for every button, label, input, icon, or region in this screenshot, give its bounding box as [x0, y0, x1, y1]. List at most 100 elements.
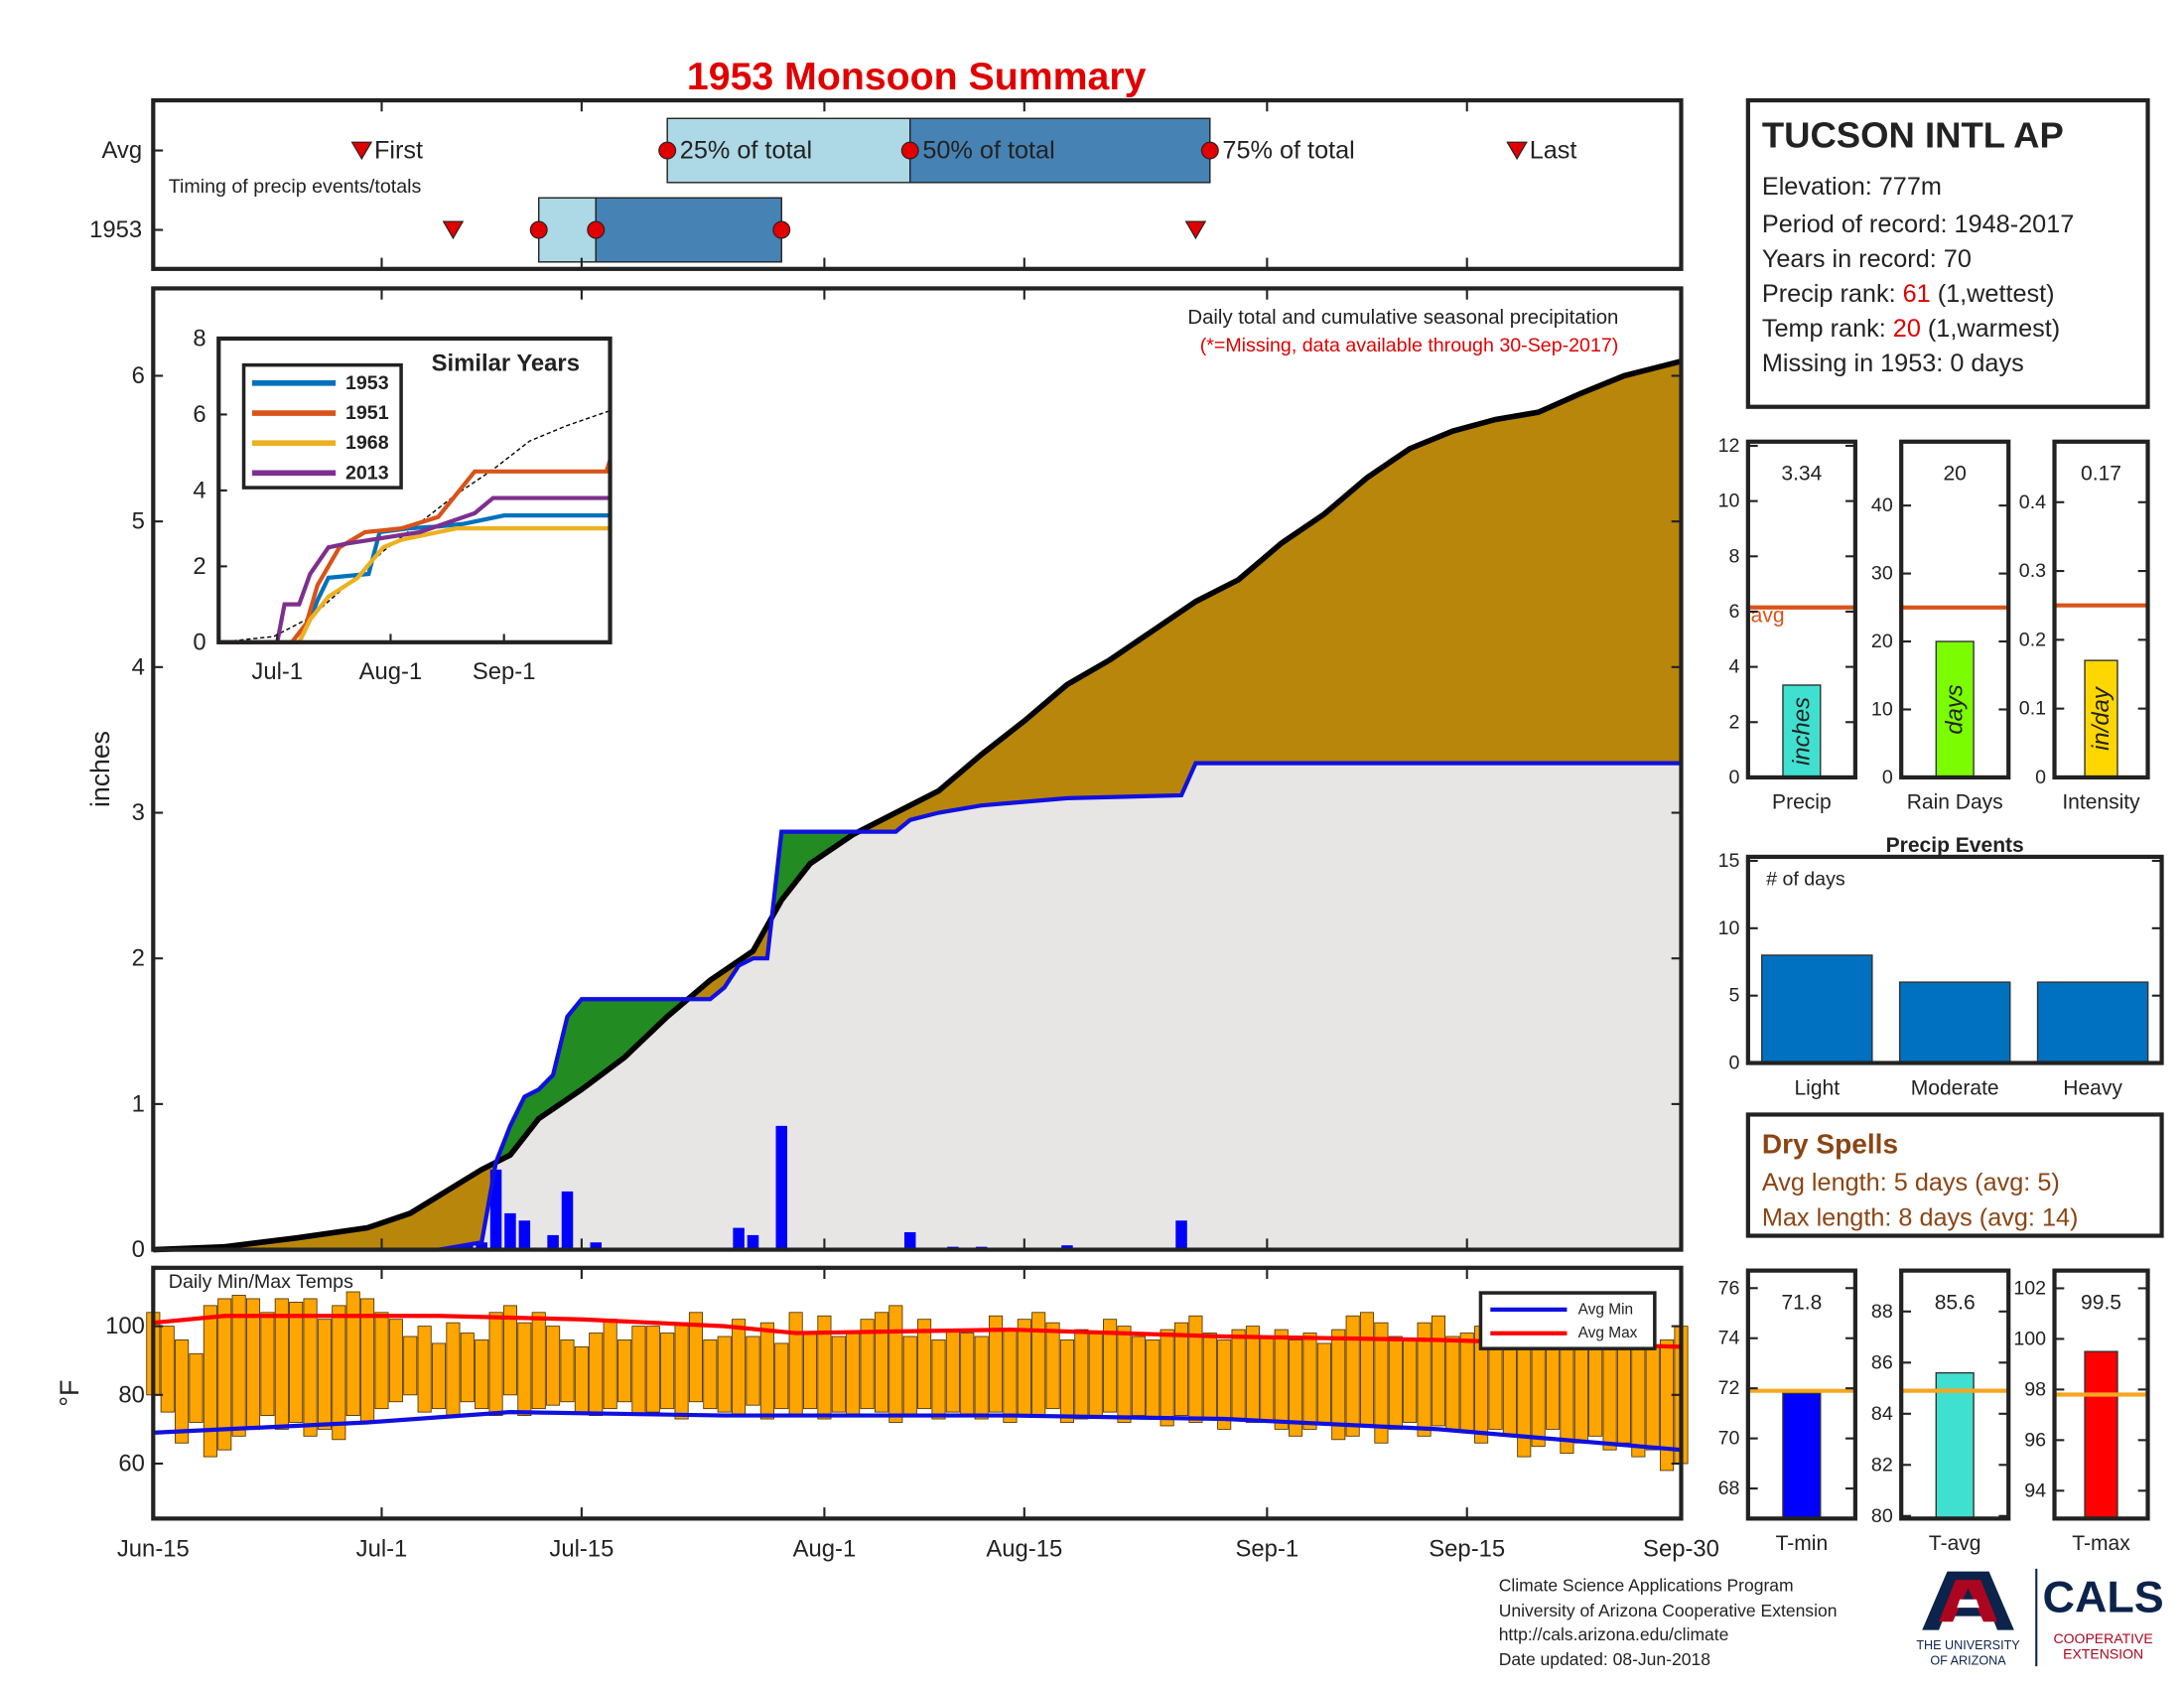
temp-bar	[1245, 1326, 1260, 1423]
station-box	[1745, 97, 2150, 409]
x-tick-label: Jul-15	[549, 1536, 614, 1563]
temp-bar	[831, 1336, 846, 1413]
chart-title: Daily Min/Max Temps	[169, 1271, 353, 1293]
temp-bar	[1231, 1329, 1246, 1420]
temp-bar	[1502, 1339, 1517, 1437]
inset-title: Similar Years	[432, 351, 580, 377]
temp-bar	[1131, 1336, 1146, 1416]
temp-bar	[603, 1319, 617, 1410]
y-tick-label: 94	[2024, 1479, 2046, 1501]
daily-bar	[504, 1212, 516, 1250]
bar-frame	[2052, 439, 2150, 780]
temp-frame	[151, 1265, 1684, 1521]
y-tick-label: 8	[193, 325, 205, 352]
station-name: TUCSON INTL AP	[1762, 115, 2064, 156]
temp-bar	[902, 1336, 917, 1416]
x-tick-label: Jul-1	[356, 1536, 408, 1563]
y-tick-label: 10	[1871, 698, 1893, 720]
dry-spells-line: Max length: 8 days (avg: 14)	[1762, 1203, 2079, 1231]
legend-label: 2013	[345, 462, 389, 484]
y-tick-label: 2	[132, 945, 145, 972]
bar	[2084, 1350, 2118, 1520]
daily-bar	[462, 1245, 474, 1250]
temp-bar	[888, 1305, 903, 1423]
timing-triangle	[1506, 141, 1528, 161]
x-tick-label: Aug-1	[793, 1536, 857, 1563]
temp-bar	[374, 1312, 389, 1410]
temp-bar	[1631, 1342, 1646, 1458]
y-tick-label: 102	[2013, 1277, 2046, 1299]
temp-bar	[274, 1298, 289, 1430]
x-tick-label: Sep-1	[1236, 1536, 1299, 1563]
y-tick-label: 74	[1718, 1328, 1740, 1349]
temp-bar	[189, 1352, 204, 1423]
unit-label: inches	[1788, 697, 1815, 766]
timing-dot	[658, 141, 677, 160]
y-tick-label: 0.3	[2019, 560, 2046, 582]
temp-bar	[1359, 1312, 1375, 1427]
value-label: 85.6	[1935, 1291, 1976, 1314]
temp-bar	[1545, 1345, 1561, 1430]
temp-bar	[974, 1336, 989, 1420]
row-label: 1953	[89, 216, 142, 243]
temp-bar	[1459, 1333, 1474, 1434]
y-tick-label: 0.2	[2019, 629, 2046, 650]
logo-cals: CALS	[2043, 1571, 2164, 1621]
x-tick-label: Sep-15	[1429, 1536, 1505, 1563]
bar-frame	[1899, 1268, 2011, 1521]
station-line: Missing in 1953: 0 days	[1762, 350, 2024, 377]
y-tick-label: 4	[132, 653, 145, 680]
temp-bar	[1331, 1329, 1346, 1441]
temp-bar	[388, 1319, 403, 1403]
y-tick-label: 82	[1871, 1454, 1893, 1476]
y-tick-label: 4	[193, 477, 205, 503]
logo-a-bar	[1957, 1599, 1979, 1609]
temp-bar	[846, 1333, 861, 1416]
y-tick-label: 30	[1871, 563, 1893, 585]
bar-frame	[1899, 439, 2011, 780]
footer-line: http://cals.arizona.edu/climate	[1499, 1624, 1729, 1644]
daily-bar	[489, 1169, 502, 1250]
temp-bar	[1660, 1339, 1675, 1472]
inset-frame	[216, 336, 613, 644]
temp-bar	[660, 1333, 675, 1410]
timing-label: Last	[1530, 137, 1577, 165]
temp-bar	[1316, 1342, 1331, 1423]
temp-bar	[1045, 1322, 1060, 1410]
value-label: 3.34	[1781, 463, 1822, 486]
temp-bar	[317, 1319, 332, 1430]
legend-label: 1968	[345, 432, 389, 454]
station-line: Precip rank: 61 (1,wettest)	[1762, 280, 2055, 308]
temp-bar	[446, 1322, 461, 1416]
dry-spells-line: Avg length: 5 days (avg: 5)	[1762, 1169, 2060, 1196]
y-axis-label: inches	[85, 731, 115, 807]
logo-text: OF ARIZONA	[1930, 1653, 2006, 1667]
main-frame	[151, 286, 1684, 1252]
page-title: 1953 Monsoon Summary	[687, 55, 1147, 98]
bar-frame	[1745, 439, 1857, 780]
average-label: avg	[1751, 605, 1785, 628]
timing-triangle	[442, 220, 465, 240]
temp-bar	[417, 1326, 432, 1413]
x-tick-label: Aug-15	[986, 1536, 1062, 1563]
temp-bar	[759, 1322, 774, 1420]
dry-spells-title: Dry Spells	[1762, 1128, 1898, 1159]
temp-bar	[746, 1336, 760, 1406]
timing-label: 25% of total	[680, 137, 812, 165]
temp-bar	[1188, 1315, 1203, 1423]
temp-bar	[817, 1315, 832, 1420]
temp-bar	[1403, 1339, 1418, 1423]
reference-line	[218, 409, 611, 643]
legend-label: Avg Min	[1578, 1301, 1633, 1318]
daily-bar	[518, 1220, 531, 1250]
average-temp-line	[153, 1410, 1682, 1453]
temp-bar	[645, 1326, 660, 1413]
x-tick-label: Precip	[1772, 791, 1832, 814]
temp-bar	[403, 1336, 418, 1396]
temp-bar	[1302, 1333, 1317, 1430]
temp-bar	[1031, 1312, 1046, 1416]
y-tick-label: 60	[118, 1451, 145, 1477]
bar	[2084, 659, 2118, 778]
daily-bar	[1175, 1220, 1187, 1250]
